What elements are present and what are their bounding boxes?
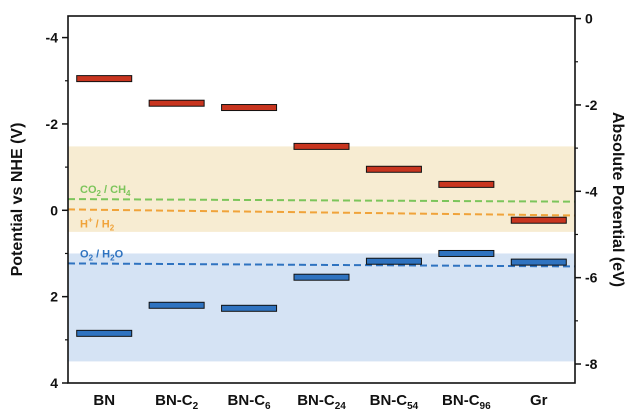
band-edge-bar-1-2 xyxy=(221,304,278,312)
band-edge-bar-1-0 xyxy=(76,329,133,337)
axes: -4 -2 0 2 4 0 -2 -4 -6 -8 BN BN-C2 BN-C6 BN-C24 BN-C54… xyxy=(46,11,598,412)
band-edge-bar-0-2 xyxy=(221,104,278,112)
category-label-6: Gr xyxy=(530,392,548,409)
left-tick-label-2: 0 xyxy=(50,202,58,218)
left-tick-label-0: -4 xyxy=(46,30,59,46)
band-edge-bar-1-3 xyxy=(293,273,350,281)
right-tick-label-2: -4 xyxy=(585,183,598,199)
category-label-4: BN-C54 xyxy=(370,392,419,412)
right-tick-label-0: 0 xyxy=(585,11,593,27)
category-label-0: BN xyxy=(93,392,115,409)
reference-line-2 xyxy=(67,262,576,268)
band-edge-bar-0-5 xyxy=(438,180,495,188)
category-label-2: BN-C6 xyxy=(228,392,271,412)
reference-line-0 xyxy=(67,198,576,203)
left-axis-title: Potential vs NHE (V) xyxy=(9,123,26,277)
potential-band-1 xyxy=(68,253,575,362)
band-edge-bar-0-4 xyxy=(365,165,422,173)
reference-potential-lines: CO2 / CH4 H+ / H2 O2 / H2O xyxy=(67,184,576,268)
band-edge-bar-1-1 xyxy=(148,301,205,309)
right-axis-title: Absolute Potential (eV) xyxy=(609,112,626,287)
left-tick-label-1: -2 xyxy=(46,116,59,132)
band-edge-bar-0-6 xyxy=(510,216,567,224)
potential-band-0 xyxy=(68,146,575,232)
category-label-5: BN-C96 xyxy=(442,392,491,412)
right-tick-label-4: -8 xyxy=(585,356,598,372)
band-edge-bar-1-4 xyxy=(365,257,422,265)
potential-bands xyxy=(68,146,575,362)
reference-line-1 xyxy=(67,208,576,217)
band-edge-bar-1-6 xyxy=(510,258,567,266)
band-edge-bar-1-5 xyxy=(438,249,495,257)
right-tick-label-1: -2 xyxy=(585,97,598,113)
band-edge-bar-0-0 xyxy=(76,75,133,83)
band-edge-bars xyxy=(76,75,567,337)
left-tick-label-3: 2 xyxy=(50,289,58,305)
left-tick-label-4: 4 xyxy=(50,375,58,391)
reference-line-label-2: O2 / H2O xyxy=(80,248,124,262)
band-edge-bar-0-1 xyxy=(148,99,205,107)
right-tick-label-3: -6 xyxy=(585,270,598,286)
reference-line-label-0: CO2 / CH4 xyxy=(80,184,131,198)
category-label-3: BN-C24 xyxy=(297,392,346,412)
band-edge-bar-0-3 xyxy=(293,142,350,150)
plot-frame xyxy=(67,15,576,384)
reference-line-label-1: H+ / H2 xyxy=(80,215,115,232)
category-label-1: BN-C2 xyxy=(155,392,199,412)
